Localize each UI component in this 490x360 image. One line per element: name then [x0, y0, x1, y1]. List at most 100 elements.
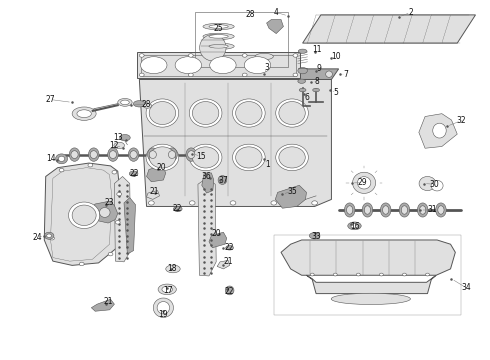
- Text: 10: 10: [331, 52, 341, 61]
- Ellipse shape: [109, 151, 117, 158]
- Ellipse shape: [120, 135, 130, 141]
- Ellipse shape: [243, 54, 247, 57]
- Ellipse shape: [353, 172, 376, 193]
- Text: 21: 21: [149, 187, 158, 196]
- Text: 21: 21: [223, 257, 233, 266]
- Text: 23: 23: [105, 198, 114, 207]
- Ellipse shape: [313, 88, 319, 92]
- Ellipse shape: [169, 151, 175, 158]
- Ellipse shape: [351, 224, 358, 228]
- Text: 37: 37: [219, 176, 228, 185]
- Ellipse shape: [209, 45, 228, 48]
- Bar: [274, 235, 461, 315]
- Ellipse shape: [189, 144, 222, 171]
- Ellipse shape: [47, 234, 51, 238]
- Ellipse shape: [245, 57, 270, 74]
- Ellipse shape: [203, 33, 234, 40]
- Ellipse shape: [279, 147, 305, 168]
- Ellipse shape: [149, 102, 175, 125]
- Ellipse shape: [309, 233, 320, 239]
- Ellipse shape: [69, 148, 80, 161]
- Ellipse shape: [162, 286, 172, 293]
- Text: 4: 4: [274, 8, 279, 17]
- Ellipse shape: [298, 49, 307, 53]
- Text: 6: 6: [304, 93, 309, 102]
- Ellipse shape: [230, 201, 236, 205]
- Ellipse shape: [431, 180, 443, 191]
- Ellipse shape: [189, 54, 193, 57]
- Polygon shape: [44, 163, 120, 265]
- Ellipse shape: [129, 171, 138, 176]
- Text: 35: 35: [287, 187, 297, 196]
- Polygon shape: [267, 19, 283, 33]
- Ellipse shape: [139, 54, 144, 57]
- Ellipse shape: [189, 201, 195, 205]
- Ellipse shape: [365, 206, 370, 214]
- Text: 20: 20: [156, 163, 166, 172]
- Polygon shape: [281, 240, 455, 275]
- Ellipse shape: [49, 237, 54, 240]
- Ellipse shape: [148, 201, 154, 205]
- Ellipse shape: [348, 222, 361, 230]
- Ellipse shape: [293, 73, 298, 77]
- Ellipse shape: [225, 286, 234, 295]
- Bar: [195, 12, 288, 67]
- Ellipse shape: [118, 99, 132, 106]
- Text: 14: 14: [46, 154, 55, 163]
- Ellipse shape: [276, 144, 308, 171]
- Ellipse shape: [226, 246, 233, 250]
- Ellipse shape: [356, 273, 360, 276]
- Polygon shape: [198, 178, 216, 276]
- Ellipse shape: [279, 102, 305, 125]
- Ellipse shape: [166, 265, 180, 273]
- Ellipse shape: [79, 262, 84, 266]
- Ellipse shape: [88, 163, 93, 167]
- Ellipse shape: [438, 206, 444, 214]
- Ellipse shape: [243, 73, 247, 77]
- Ellipse shape: [346, 206, 353, 214]
- Ellipse shape: [326, 71, 332, 77]
- Text: 30: 30: [430, 180, 440, 189]
- Ellipse shape: [141, 57, 167, 74]
- Text: 2: 2: [408, 8, 413, 17]
- Ellipse shape: [112, 171, 117, 174]
- Ellipse shape: [158, 284, 176, 294]
- Ellipse shape: [58, 156, 65, 162]
- Text: 18: 18: [167, 264, 177, 273]
- Text: 28: 28: [142, 100, 151, 109]
- Ellipse shape: [99, 207, 110, 217]
- Polygon shape: [147, 166, 166, 182]
- Ellipse shape: [331, 293, 411, 305]
- Ellipse shape: [380, 203, 391, 217]
- Ellipse shape: [189, 99, 222, 127]
- Ellipse shape: [312, 201, 318, 205]
- Ellipse shape: [115, 221, 120, 224]
- Text: 21: 21: [103, 297, 113, 306]
- Ellipse shape: [72, 107, 96, 120]
- Ellipse shape: [417, 203, 428, 217]
- Ellipse shape: [59, 168, 64, 172]
- Ellipse shape: [128, 148, 139, 161]
- Text: 22: 22: [225, 243, 234, 252]
- Text: 20: 20: [211, 229, 221, 238]
- Ellipse shape: [276, 99, 308, 127]
- Polygon shape: [139, 69, 339, 80]
- Text: 15: 15: [196, 152, 206, 161]
- Text: 13: 13: [113, 133, 122, 142]
- Text: 17: 17: [163, 285, 173, 294]
- Ellipse shape: [357, 177, 371, 189]
- Polygon shape: [91, 299, 114, 311]
- Ellipse shape: [209, 35, 228, 38]
- Ellipse shape: [69, 202, 100, 229]
- Ellipse shape: [383, 206, 389, 214]
- Ellipse shape: [175, 57, 201, 74]
- Polygon shape: [275, 185, 306, 208]
- Ellipse shape: [77, 110, 91, 118]
- Ellipse shape: [55, 154, 68, 164]
- Polygon shape: [303, 15, 475, 43]
- Text: 28: 28: [245, 10, 254, 19]
- Ellipse shape: [193, 102, 219, 125]
- Ellipse shape: [146, 99, 179, 127]
- Ellipse shape: [255, 53, 273, 60]
- Ellipse shape: [188, 151, 195, 158]
